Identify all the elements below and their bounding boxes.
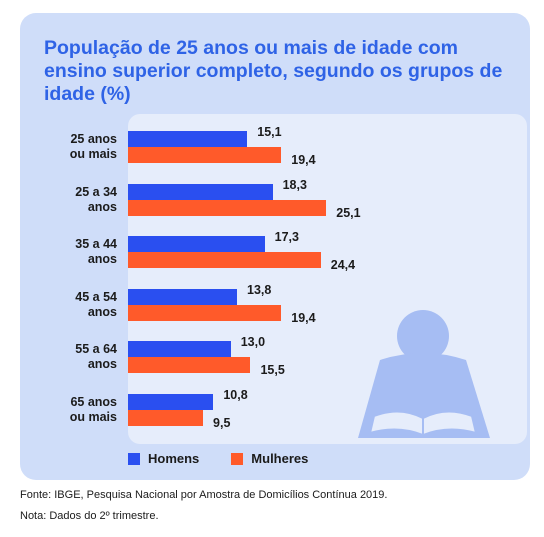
category-label: 25 anos ou mais xyxy=(69,132,117,161)
chart-title: População de 25 anos ou mais de idade co… xyxy=(44,37,503,105)
bar-homens xyxy=(128,341,231,357)
footnote: Nota: Dados do 2º trimestre. xyxy=(20,510,159,522)
legend-item-mulheres: Mulheres xyxy=(231,451,308,466)
data-label-mulheres: 25,1 xyxy=(336,205,361,220)
legend-label-mulheres: Mulheres xyxy=(251,451,309,466)
legend-swatch-homens xyxy=(128,452,140,465)
bar-homens xyxy=(128,236,265,252)
data-label-homens: 13,0 xyxy=(240,335,266,349)
category-label: 55 a 64 anos xyxy=(75,342,117,371)
source-note: Fonte: IBGE, Pesquisa Nacional por Amost… xyxy=(20,489,388,501)
data-label-homens: 17,3 xyxy=(274,230,299,244)
category-label: 25 a 34 anos xyxy=(75,184,117,214)
bar-homens xyxy=(128,393,214,410)
data-label-homens: 18,3 xyxy=(282,177,307,192)
category-label: 65 anos ou mais xyxy=(69,394,117,424)
bar-homens xyxy=(128,183,273,200)
legend-item-homens: Homens xyxy=(128,451,199,466)
data-label-homens: 15,1 xyxy=(257,125,282,139)
bar-mulheres xyxy=(128,147,282,163)
illustration-head xyxy=(397,310,449,362)
legend-swatch-mulheres xyxy=(231,452,244,465)
data-label-mulheres: 19,4 xyxy=(291,310,316,325)
bar-mulheres xyxy=(128,304,282,321)
data-label-mulheres: 19,4 xyxy=(291,153,316,167)
data-label-mulheres: 9,5 xyxy=(213,415,231,430)
data-label-homens: 10,8 xyxy=(223,387,248,402)
data-label-mulheres: 24,4 xyxy=(330,258,356,272)
bar-mulheres xyxy=(128,357,251,373)
person-reading-illustration xyxy=(358,310,490,438)
data-label-mulheres: 15,5 xyxy=(260,363,285,377)
category-label: 35 a 44 anos xyxy=(75,237,117,266)
bar-homens xyxy=(128,131,248,147)
data-label-homens: 13,8 xyxy=(247,282,272,297)
bar-mulheres xyxy=(128,252,321,268)
bar-mulheres xyxy=(128,199,327,216)
legend: Homens Mulheres xyxy=(128,451,308,466)
bar-homens xyxy=(128,288,238,305)
legend-label-homens: Homens xyxy=(148,451,200,466)
bar-mulheres xyxy=(128,409,204,426)
category-label: 45 a 54 anos xyxy=(75,289,117,319)
